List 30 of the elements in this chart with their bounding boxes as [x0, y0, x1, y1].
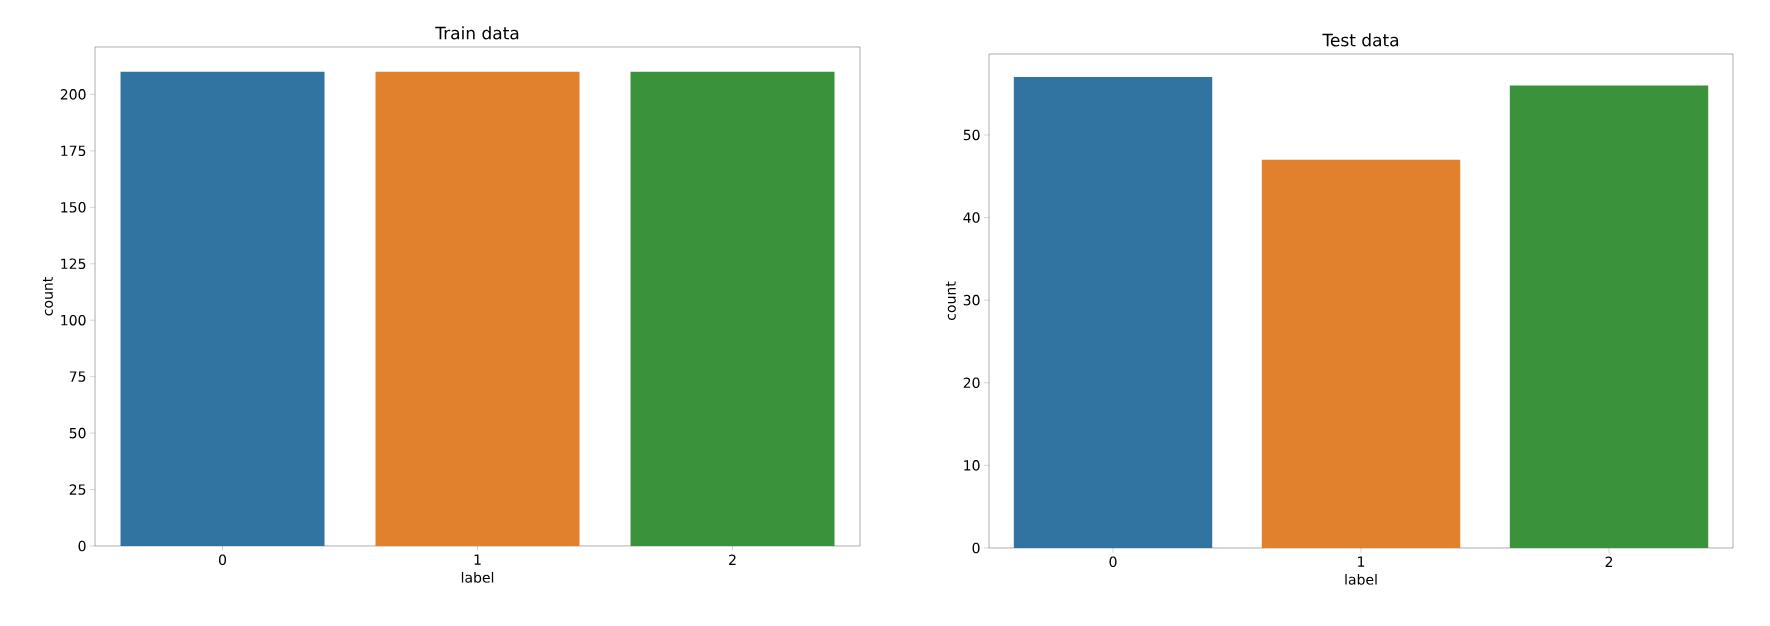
bar — [1261, 159, 1461, 548]
x-tick-label: 0 — [218, 554, 227, 566]
y-tick-label: 125 — [61, 258, 86, 270]
y-tick-label: 50 — [69, 427, 86, 439]
y-tick-label: 20 — [963, 377, 980, 389]
y-axis-title: count — [945, 281, 956, 320]
y-tick-label: 0 — [78, 540, 86, 552]
y-axis-title: count — [42, 277, 53, 316]
y-tick-label: 200 — [60, 89, 86, 100]
chart-title: Test data — [1322, 33, 1399, 47]
y-tick-label: 100 — [61, 314, 86, 326]
y-tick-label: 10 — [964, 460, 980, 471]
y-tick-label: 175 — [61, 145, 86, 157]
y-tick-label: 30 — [963, 294, 980, 306]
y-tick-label: 150 — [61, 202, 86, 213]
x-tick-label: 1 — [474, 554, 481, 565]
x-tick-label: 2 — [1605, 556, 1613, 567]
x-axis-title: label — [1345, 573, 1377, 585]
x-tick-label: 2 — [729, 554, 736, 565]
x-tick-label: 1 — [1358, 556, 1365, 567]
x-tick-label: 0 — [1109, 556, 1117, 568]
y-tick-label: 40 — [963, 212, 980, 223]
y-tick-label: 0 — [972, 542, 980, 554]
y-tick-label: 75 — [69, 371, 86, 382]
bar — [1013, 77, 1213, 548]
y-tick-label: 25 — [69, 484, 86, 495]
y-tick-label: 50 — [963, 129, 980, 141]
x-axis-title: label — [461, 571, 494, 583]
chart-title: Train data — [435, 26, 519, 40]
bar — [1509, 85, 1709, 548]
